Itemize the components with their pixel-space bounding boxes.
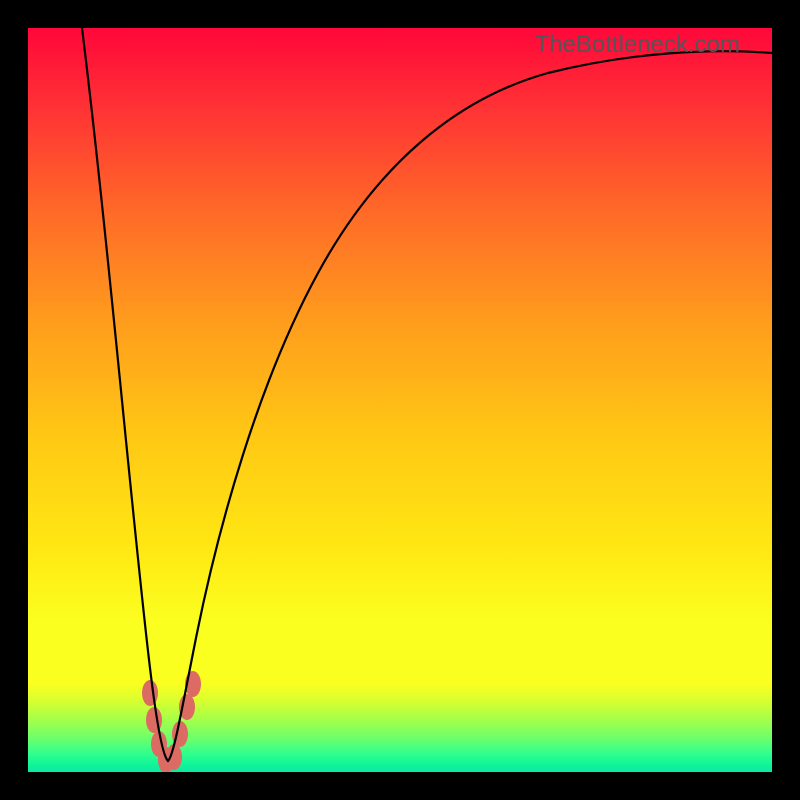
- marker-group: [142, 671, 201, 772]
- plot-area: [28, 28, 772, 772]
- chart-frame: TheBottleneck.com: [0, 0, 800, 800]
- bottleneck-curve: [82, 28, 772, 761]
- curve-layer: [28, 28, 772, 772]
- curve-marker: [142, 680, 158, 706]
- watermark-text: TheBottleneck.com: [535, 31, 740, 59]
